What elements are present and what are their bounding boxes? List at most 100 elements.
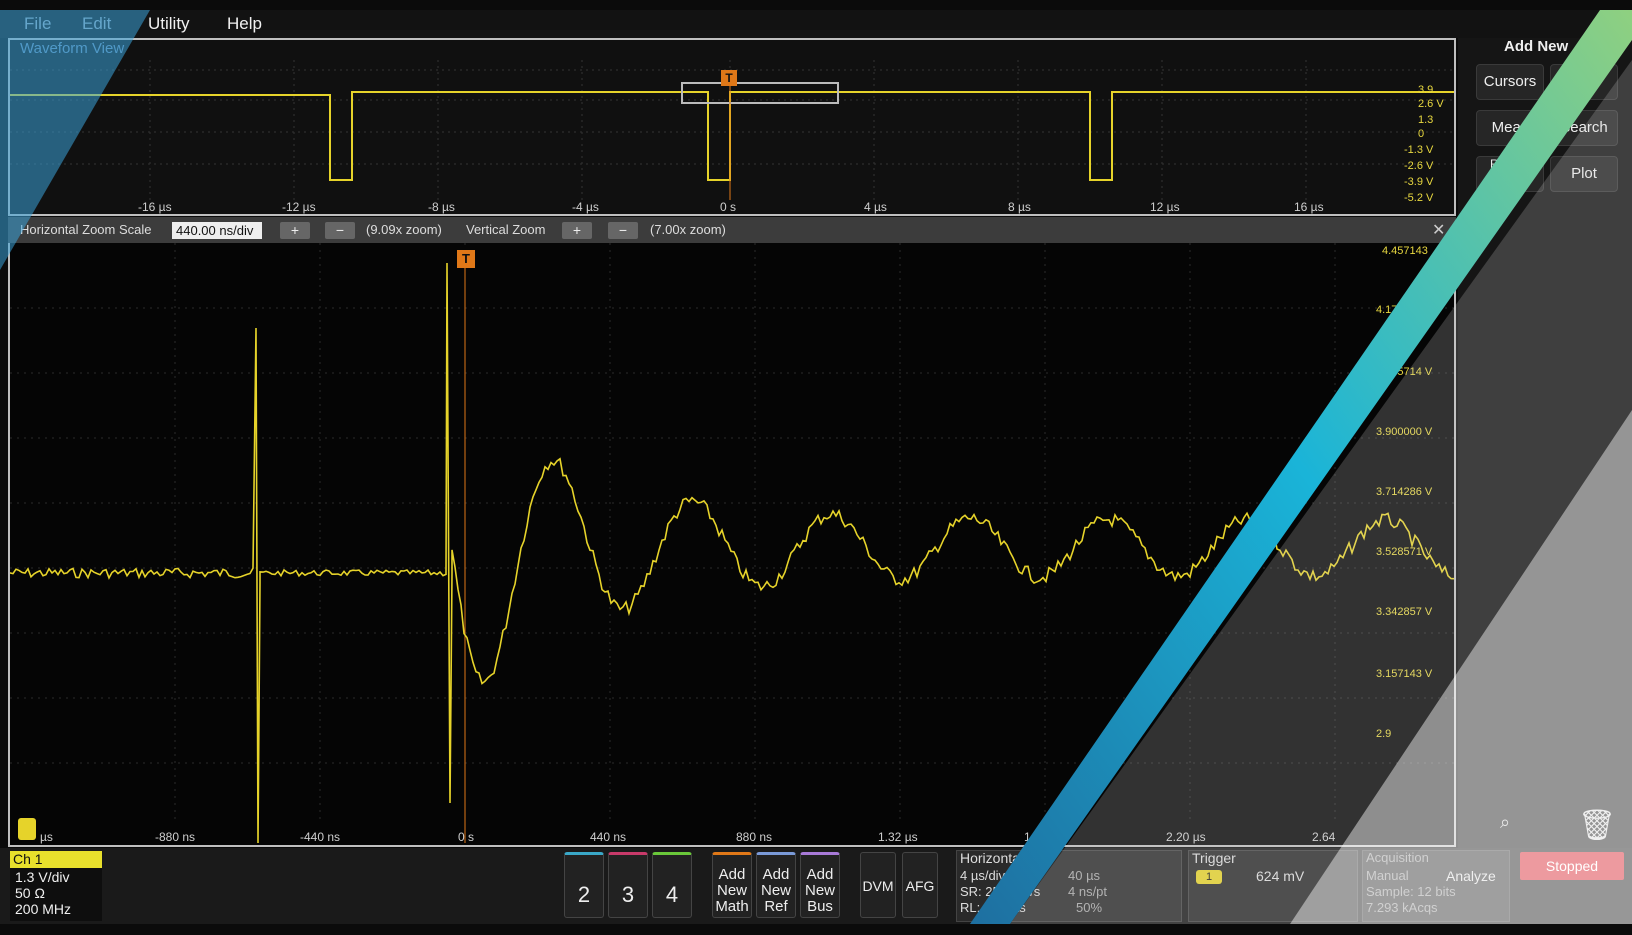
overview-graticule (10, 60, 1454, 200)
trigger-title: Trigger (1192, 850, 1236, 866)
main-xtick: -880 ns (155, 830, 196, 844)
ov-vtick: -5.2 V (1404, 192, 1434, 204)
main-xtick: 440 ns (590, 830, 627, 844)
ov-xtick: -8 µs (428, 200, 455, 214)
acquisition-title: Acquisition (1366, 850, 1429, 865)
channel4-button[interactable]: 4 (652, 852, 692, 918)
add-bus-line2: New (804, 882, 835, 899)
ov-xtick: 8 µs (1008, 200, 1031, 214)
trash-icon[interactable]: 🗑 (1578, 809, 1617, 842)
ov-vtick: 1.3 (1418, 114, 1434, 126)
overview-trace (10, 91, 1454, 181)
zoom-region-box[interactable] (681, 82, 839, 104)
horizontal-position: 50% (1076, 900, 1103, 915)
ov-xtick: 12 µs (1150, 200, 1180, 214)
channel1-scale: 1.3 V/div (15, 869, 70, 885)
main-xtick: 2.64 (1312, 830, 1336, 844)
main-xtick: 1 (1024, 830, 1031, 844)
horizontal-title: Horizontal (960, 850, 1024, 866)
channel3-button[interactable]: 3 (608, 852, 648, 918)
main-xtick: 880 ns (736, 830, 773, 844)
ov-vtick: 2.6 V (1418, 98, 1444, 110)
main-vtick: 3.157143 V (1376, 668, 1433, 680)
add-bus-line1: Add (806, 866, 834, 883)
main-trigger-marker[interactable]: T (457, 250, 475, 268)
channel2-button[interactable]: 2 (564, 852, 604, 918)
v-zoom-plus-button[interactable]: + (562, 222, 592, 239)
main-vtick: 3.528571 V (1376, 546, 1433, 558)
menu-file[interactable]: File (24, 14, 52, 33)
ov-vtick: 0 (1418, 128, 1425, 140)
afg-button[interactable]: AFG (902, 852, 938, 918)
channel1-position-marker[interactable] (18, 818, 36, 840)
horizontal-zoom-label: Horizontal Zoom Scale (20, 222, 152, 237)
main-vtick: 4.171429 V (1376, 304, 1433, 316)
acquisition-mode: Manual (1366, 868, 1409, 883)
h-zoom-plus-button[interactable]: + (280, 222, 310, 239)
overview-trigger-marker[interactable]: T (721, 70, 737, 86)
add-math-line3: Math (715, 898, 749, 915)
main-vtick: 3.342857 V (1376, 606, 1433, 618)
add-ref-line2: New (760, 882, 791, 899)
main-trace (10, 262, 1454, 844)
add-ref-line3: Ref (764, 898, 788, 915)
channel1-impedance: 50 Ω (15, 885, 45, 901)
results-table-button[interactable]: Results Table (1476, 156, 1544, 192)
ov-vtick: 3.9 (1418, 84, 1434, 96)
horizontal-zoom-scale-input[interactable]: 440.00 ns/div (172, 222, 262, 239)
horizontal-duration: 40 µs (1068, 868, 1101, 883)
channel1-bandwidth: 200 MHz (15, 901, 72, 917)
cursors-button[interactable]: Cursors (1476, 64, 1544, 100)
ov-xtick: 4 µs (864, 200, 887, 214)
search-button[interactable]: Search (1550, 110, 1618, 146)
measure-button[interactable]: Meas (1476, 110, 1544, 146)
menu-utility[interactable]: Utility (148, 14, 190, 33)
main-vtick: 3.900000 V (1376, 426, 1433, 438)
main-vtick: 2.9 (1376, 728, 1392, 740)
h-zoom-minus-button[interactable]: − (325, 222, 355, 239)
main-xtick: 2.20 µs (1166, 830, 1206, 844)
ov-xtick: -12 µs (282, 200, 316, 214)
add-new-bus-button[interactable]: Add New Bus (800, 852, 840, 918)
main-xtick: µs (40, 830, 53, 844)
add-math-line1: Add (718, 866, 746, 883)
main-vtick: 4.457143 (1382, 245, 1428, 257)
vertical-zoom-label: Vertical Zoom (466, 222, 546, 237)
v-zoom-minus-button[interactable]: − (608, 222, 638, 239)
ov-xtick: 16 µs (1294, 200, 1324, 214)
ov-xtick: -16 µs (138, 200, 172, 214)
run-stop-status-button[interactable]: Stopped (1520, 852, 1624, 880)
dvm-button[interactable]: DVM (860, 852, 896, 918)
horizontal-sample-interval: 4 ns/pt (1068, 884, 1108, 899)
ov-vtick: -1.3 V (1404, 144, 1434, 156)
plot-button[interactable]: Plot (1550, 156, 1618, 192)
v-zoom-factor: (7.00x zoom) (650, 222, 726, 237)
horizontal-record-length: RL: 10 kpts (960, 900, 1026, 915)
channel1-name: Ch 1 (10, 851, 102, 868)
add-new-title: Add New (1504, 38, 1569, 55)
horizontal-scale: 4 µs/div (960, 868, 1006, 883)
close-zoom-icon[interactable]: ✕ (1432, 222, 1446, 239)
note-button[interactable]: Note (1550, 64, 1618, 100)
main-graticule (10, 243, 1454, 844)
horizontal-sample-rate: SR: 250 MS/s (960, 884, 1041, 899)
add-new-ref-button[interactable]: Add New Ref (756, 852, 796, 918)
main-xtick: 0 s (458, 830, 475, 844)
main-xtick: -440 ns (300, 830, 341, 844)
ov-xtick: 0 s (720, 200, 737, 214)
add-bus-line3: Bus (807, 898, 833, 915)
h-zoom-factor: (9.09x zoom) (366, 222, 442, 237)
acquisition-count: 7.293 kAcqs (1366, 900, 1438, 915)
trigger-level: 624 mV (1256, 868, 1305, 884)
add-new-math-button[interactable]: Add New Math (712, 852, 752, 918)
main-vtick: 4.085714 V (1376, 366, 1433, 378)
main-xtick: 1.32 µs (878, 830, 918, 844)
acquisition-analyze: Analyze (1446, 868, 1496, 884)
zoom-magnifier-icon[interactable]: ⌕ (1500, 812, 1511, 832)
main-vtick: 3.714286 V (1376, 486, 1433, 498)
ov-vtick: -2.6 V (1404, 160, 1434, 172)
menu-edit[interactable]: Edit (82, 14, 112, 33)
add-ref-line1: Add (762, 866, 790, 883)
menu-help[interactable]: Help (227, 14, 262, 33)
ov-vtick: -3.9 V (1404, 176, 1434, 188)
